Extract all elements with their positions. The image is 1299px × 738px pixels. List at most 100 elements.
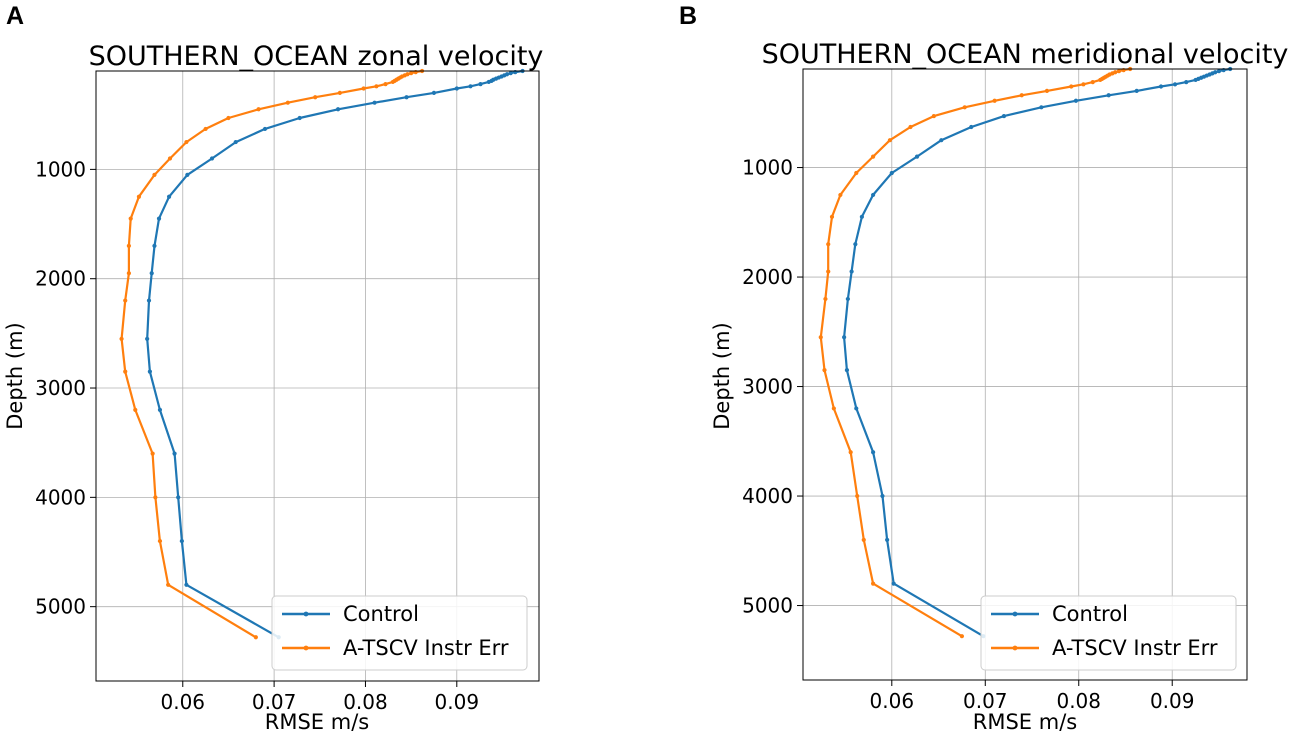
data-point-control bbox=[854, 406, 859, 411]
data-point-control bbox=[172, 451, 177, 456]
y-tick-label: 5000 bbox=[742, 594, 793, 618]
data-point-control bbox=[842, 335, 847, 340]
plot-frame-b bbox=[802, 68, 1248, 681]
x-axis-label-b: RMSE m/s bbox=[973, 710, 1077, 734]
data-point-a-tscv-instr-err bbox=[871, 581, 876, 586]
data-point-a-tscv-instr-err bbox=[409, 71, 414, 76]
x-tick-label: 0.09 bbox=[435, 690, 480, 714]
data-point-control bbox=[184, 582, 189, 587]
series-line-a-tscv-instr-err bbox=[819, 67, 1131, 638]
grid-b bbox=[803, 69, 1247, 680]
data-point-a-tscv-instr-err bbox=[854, 170, 859, 176]
data-point-a-tscv-instr-err bbox=[152, 172, 157, 177]
series-a bbox=[119, 68, 525, 640]
data-point-control bbox=[844, 368, 850, 373]
data-point-a-tscv-instr-err bbox=[256, 107, 261, 112]
data-point-a-tscv-instr-err bbox=[184, 139, 189, 145]
legend-b: Control A-TSCV Instr Err bbox=[980, 595, 1237, 671]
data-point-a-tscv-instr-err bbox=[390, 79, 395, 85]
data-point-control bbox=[209, 156, 215, 161]
data-point-a-tscv-instr-err bbox=[855, 493, 860, 499]
data-point-control bbox=[889, 170, 894, 176]
data-point-a-tscv-instr-err bbox=[313, 95, 318, 100]
data-point-a-tscv-instr-err bbox=[126, 243, 131, 249]
data-point-control bbox=[1184, 80, 1189, 85]
series-line-control bbox=[146, 69, 523, 639]
x-tick-label: 0.07 bbox=[963, 689, 1008, 713]
data-point-a-tscv-instr-err bbox=[1081, 82, 1086, 87]
data-point-a-tscv-instr-err bbox=[887, 138, 893, 143]
y-axis-label-a: Depth (m) bbox=[3, 322, 27, 429]
data-point-a-tscv-instr-err bbox=[157, 538, 163, 544]
data-point-control bbox=[914, 154, 920, 159]
legend-box-b bbox=[980, 595, 1237, 671]
x-axis-label-a: RMSE m/s bbox=[265, 710, 369, 734]
data-point-a-tscv-instr-err bbox=[126, 271, 131, 276]
data-point-a-tscv-instr-err bbox=[829, 214, 835, 219]
data-point-control bbox=[871, 192, 876, 198]
data-point-control bbox=[152, 243, 157, 249]
data-point-a-tscv-instr-err bbox=[826, 242, 831, 247]
data-point-a-tscv-instr-err bbox=[962, 105, 967, 110]
data-point-a-tscv-instr-err bbox=[337, 90, 342, 95]
x-tick-label: 0.09 bbox=[1150, 689, 1195, 713]
series-b bbox=[818, 66, 1233, 639]
data-point-a-tscv-instr-err bbox=[136, 194, 142, 199]
x-tick-label: 0.08 bbox=[343, 690, 388, 714]
x-ticks-b: 0.06 0.07 0.08 0.09 bbox=[870, 680, 1195, 713]
x-tick-label: 0.07 bbox=[252, 690, 297, 714]
data-point-a-tscv-instr-err bbox=[908, 124, 913, 130]
data-point-control bbox=[1106, 93, 1111, 98]
data-point-a-tscv-instr-err bbox=[1019, 93, 1024, 98]
data-point-a-tscv-instr-err bbox=[959, 634, 965, 639]
panel-b: B SOUTHERN_OCEAN meridional velocity 0.0… bbox=[679, 2, 1288, 734]
data-point-control bbox=[849, 269, 854, 274]
data-point-control bbox=[939, 138, 944, 143]
y-tick-label: 4000 bbox=[742, 484, 793, 508]
data-point-control bbox=[1073, 98, 1079, 103]
data-point-a-tscv-instr-err bbox=[226, 115, 231, 121]
y-tick-label: 3000 bbox=[35, 376, 86, 400]
data-point-a-tscv-instr-err bbox=[123, 298, 128, 303]
data-point-a-tscv-instr-err bbox=[361, 86, 366, 91]
data-point-a-tscv-instr-err bbox=[123, 369, 128, 374]
data-point-control bbox=[891, 581, 896, 586]
data-point-control bbox=[179, 538, 184, 544]
data-point-control bbox=[1193, 77, 1198, 83]
data-point-a-tscv-instr-err bbox=[203, 126, 208, 132]
data-point-a-tscv-instr-err bbox=[119, 336, 124, 341]
data-point-control bbox=[853, 242, 858, 247]
data-point-control bbox=[146, 298, 152, 303]
data-point-control bbox=[262, 126, 268, 132]
data-point-control bbox=[372, 100, 377, 105]
data-point-a-tscv-instr-err bbox=[166, 582, 171, 587]
data-point-control bbox=[431, 90, 437, 95]
data-point-control bbox=[478, 82, 483, 87]
data-point-a-tscv-instr-err bbox=[1069, 84, 1074, 89]
data-point-a-tscv-instr-err bbox=[1044, 88, 1050, 93]
data-point-a-tscv-instr-err bbox=[848, 450, 853, 455]
data-point-a-tscv-instr-err bbox=[831, 406, 836, 411]
legend-label-control-a: Control bbox=[343, 602, 419, 626]
data-point-control bbox=[1039, 105, 1044, 110]
legend-label-atscv-a: A-TSCV Instr Err bbox=[343, 636, 509, 660]
data-point-a-tscv-instr-err bbox=[871, 154, 876, 159]
legend-box-a bbox=[271, 595, 528, 671]
data-point-a-tscv-instr-err bbox=[253, 635, 258, 640]
data-point-a-tscv-instr-err bbox=[383, 82, 388, 87]
data-point-control bbox=[454, 86, 459, 91]
data-point-a-tscv-instr-err bbox=[823, 296, 828, 302]
y-ticks-b: 1000 2000 3000 4000 5000 bbox=[742, 156, 803, 618]
legend-a: Control A-TSCV Instr Err bbox=[271, 595, 528, 671]
data-point-a-tscv-instr-err bbox=[1116, 69, 1122, 74]
data-point-a-tscv-instr-err bbox=[826, 269, 831, 274]
data-point-control bbox=[145, 336, 150, 341]
data-point-control bbox=[871, 450, 876, 455]
data-point-control bbox=[335, 107, 341, 112]
y-tick-label: 2000 bbox=[742, 265, 793, 289]
chart-title-a: SOUTHERN_OCEAN zonal velocity bbox=[89, 41, 544, 72]
x-tick-label: 0.06 bbox=[161, 690, 206, 714]
data-point-control bbox=[156, 216, 162, 221]
y-tick-label: 1000 bbox=[742, 156, 793, 180]
